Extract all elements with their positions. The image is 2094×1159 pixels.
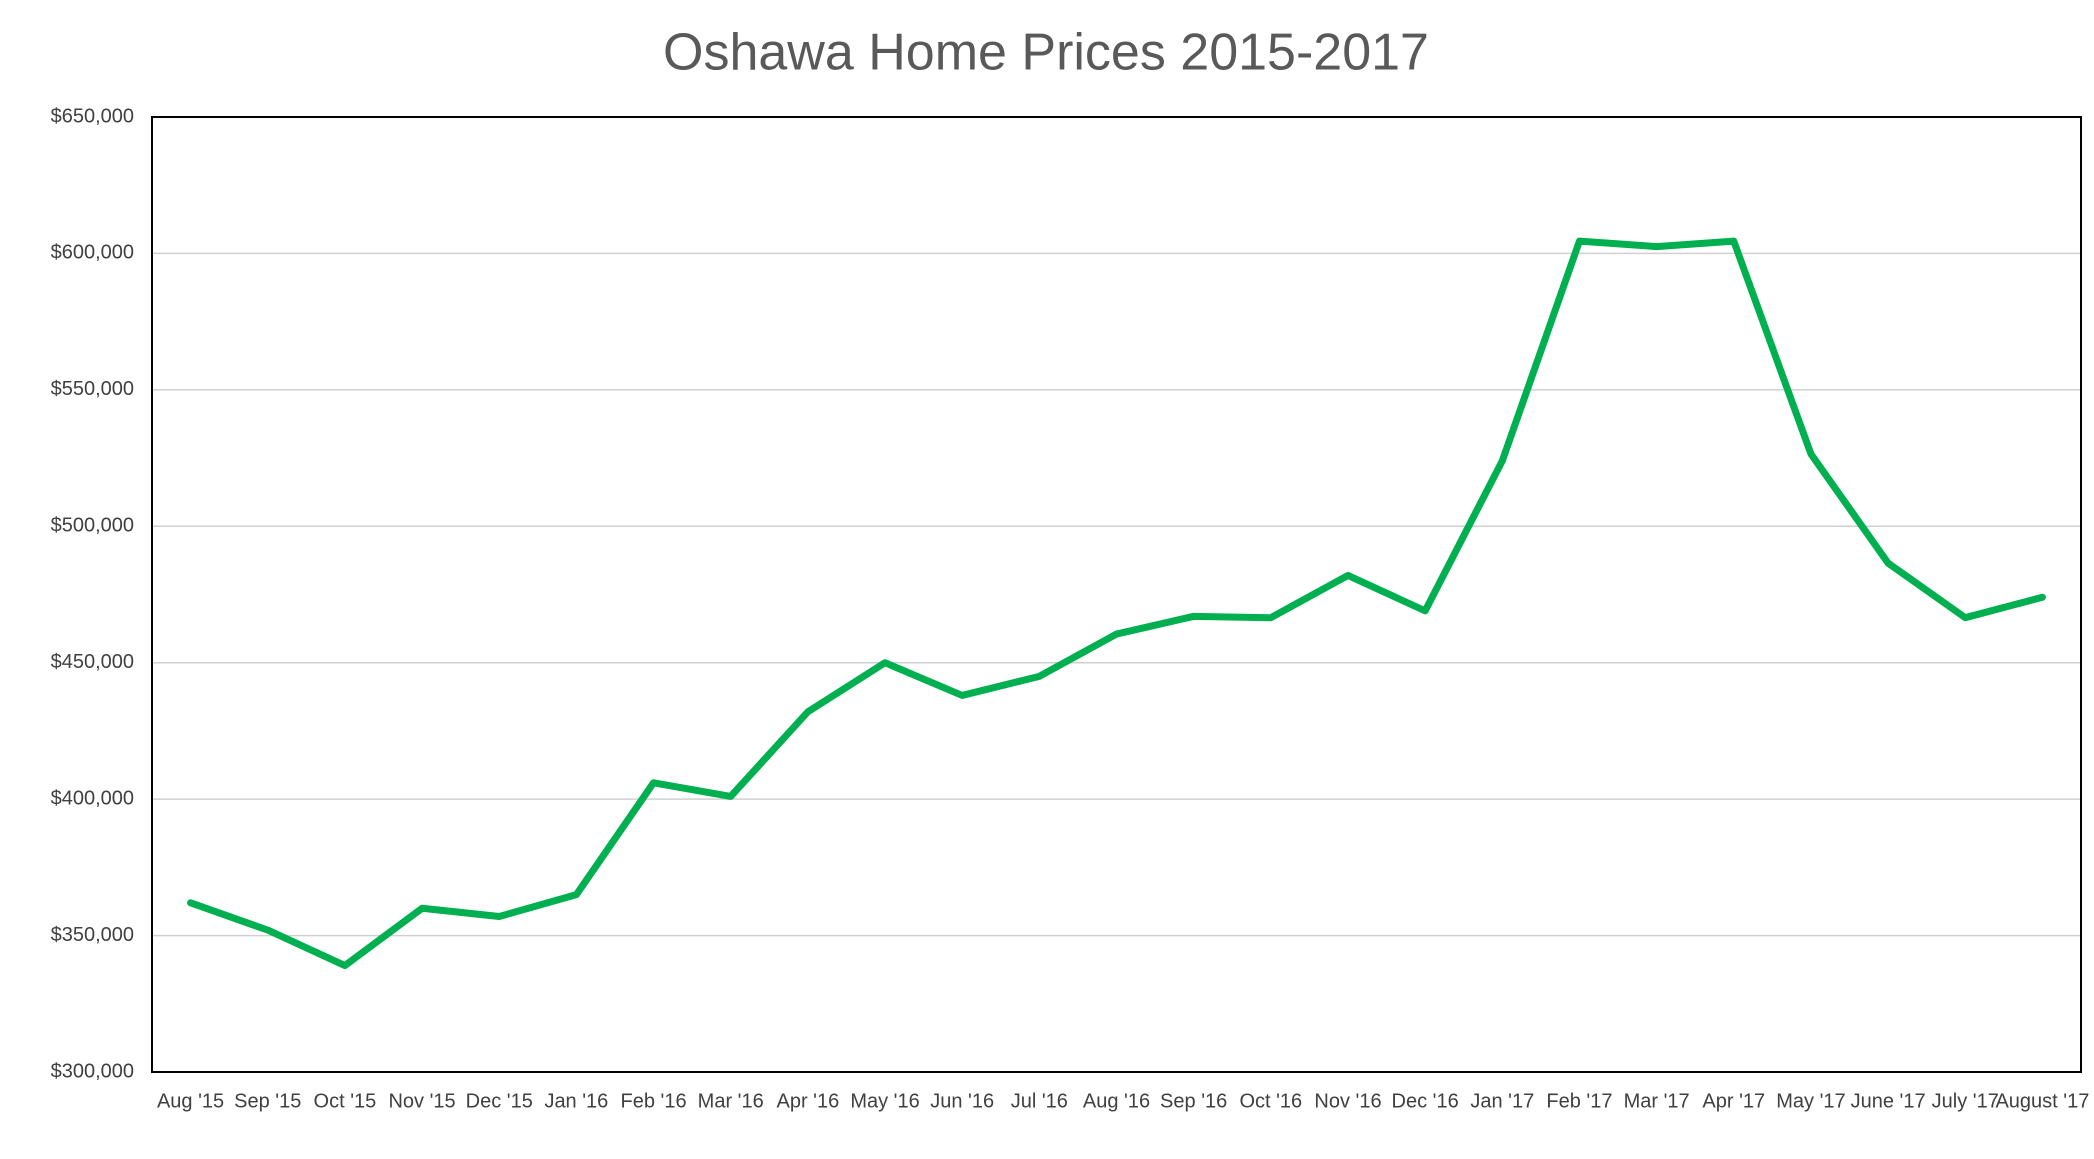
x-tick-label: Sep '15 [234,1090,301,1112]
y-tick-label: $300,000 [51,1060,134,1082]
y-tick-label: $600,000 [51,242,134,264]
x-tick-label: Apr '16 [776,1090,839,1112]
x-tick-label: Dec '15 [466,1090,533,1112]
x-tick-label: Feb '16 [620,1090,686,1112]
x-tick-label: Nov '16 [1314,1090,1381,1112]
x-tick-label: August '17 [1995,1090,2089,1112]
chart-title: Oshawa Home Prices 2015-2017 [663,24,1429,82]
x-tick-label: Aug '16 [1083,1090,1150,1112]
y-tick-label: $400,000 [51,787,134,809]
x-tick-label: Apr '17 [1702,1090,1765,1112]
y-tick-label: $550,000 [51,378,134,400]
x-tick-label: Mar '16 [698,1090,764,1112]
x-tick-label: Mar '17 [1624,1090,1690,1112]
y-tick-label: $350,000 [51,924,134,946]
plot-border [151,116,2082,1073]
x-tick-label: Oct '15 [314,1090,377,1112]
x-tick-label: Jul '16 [1011,1090,1068,1112]
x-tick-label: Aug '15 [157,1090,224,1112]
y-tick-label: $500,000 [51,515,134,537]
x-tick-label: May '17 [1776,1090,1845,1112]
x-tick-label: Jan '16 [544,1090,608,1112]
x-tick-label: July '17 [1932,1090,1999,1112]
x-tick-label: Sep '16 [1160,1090,1227,1112]
line-series [187,237,2046,970]
y-tick-label: $450,000 [51,651,134,673]
y-tick-label: $650,000 [51,105,134,127]
x-tick-label: Oct '16 [1239,1090,1302,1112]
x-tick-label: May '16 [850,1090,919,1112]
x-tick-label: Feb '17 [1546,1090,1612,1112]
x-tick-label: Nov '15 [388,1090,455,1112]
x-tick-label: Jan '17 [1470,1090,1534,1112]
x-tick-label: Jun '16 [930,1090,994,1112]
x-tick-label: Dec '16 [1392,1090,1459,1112]
x-tick-label: June '17 [1851,1090,1926,1112]
